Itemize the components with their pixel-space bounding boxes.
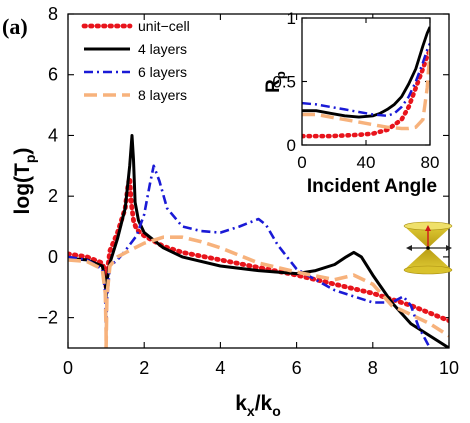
y-tick-label: 8 bbox=[48, 4, 58, 24]
series-line bbox=[68, 235, 449, 348]
legend-label: 8 layers bbox=[138, 87, 187, 103]
double-cone-icon bbox=[403, 221, 453, 275]
y-tick-label: −2 bbox=[37, 308, 58, 328]
legend-label: 6 layers bbox=[138, 64, 187, 80]
inset-series-layer bbox=[302, 26, 430, 139]
x-tick-label: 2 bbox=[139, 358, 149, 378]
x-tick-label: 0 bbox=[63, 358, 73, 378]
x-tick-label: 80 bbox=[421, 153, 440, 172]
y-tick-label: 1 bbox=[287, 9, 296, 28]
inset-axis-ticks: 0 40 80 0 0.5 1 bbox=[272, 9, 439, 172]
series-line bbox=[68, 134, 449, 348]
y-tick-label: 0 bbox=[48, 247, 58, 267]
inset-x-axis-title: Incident Angle bbox=[307, 176, 437, 197]
legend-label: 4 layers bbox=[138, 41, 187, 57]
series-line bbox=[302, 47, 430, 139]
main-plot-frame bbox=[67, 13, 450, 349]
legend: unit−cell 4 layers 6 layers 8 layers bbox=[81, 18, 190, 103]
legend-label: unit−cell bbox=[138, 18, 190, 34]
y-tick-label: 6 bbox=[48, 65, 58, 85]
main-x-axis-title: kx/ko bbox=[235, 392, 281, 419]
main-series-layer bbox=[68, 134, 449, 348]
series-line bbox=[302, 42, 430, 118]
x-tick-label: 10 bbox=[439, 358, 459, 378]
y-tick-label: 0 bbox=[287, 136, 296, 155]
x-tick-label: 6 bbox=[292, 358, 302, 378]
x-tick-label: 40 bbox=[357, 153, 376, 172]
series-line bbox=[302, 49, 430, 131]
y-tick-label: 2 bbox=[48, 186, 58, 206]
y-tick-label: 0.5 bbox=[272, 73, 296, 92]
panel-label: (a) bbox=[2, 14, 28, 39]
x-tick-label: 0 bbox=[297, 153, 306, 172]
x-tick-label: 8 bbox=[368, 358, 378, 378]
series-line bbox=[302, 26, 430, 119]
main-y-axis-title: log(Tp) bbox=[11, 148, 38, 215]
x-tick-label: 4 bbox=[215, 358, 225, 378]
y-tick-label: 4 bbox=[48, 125, 58, 145]
inset-plot-frame bbox=[301, 17, 431, 146]
